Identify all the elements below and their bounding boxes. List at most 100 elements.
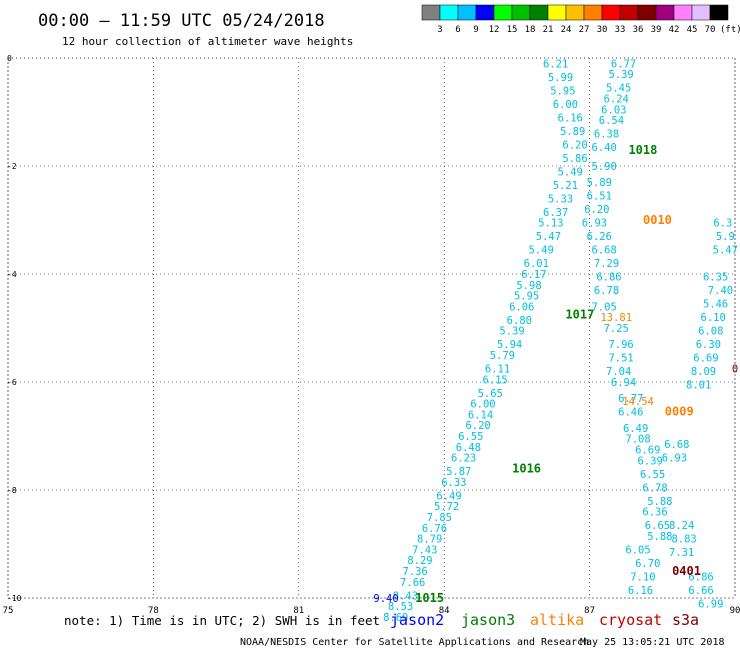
data-label: 0 [732, 364, 738, 376]
x-tick-label: 75 [3, 606, 14, 616]
data-label: 5.88 [647, 496, 672, 508]
data-label: 8.53 [388, 601, 413, 613]
colorbar-swatch [475, 4, 495, 21]
legend-item: jason3 [461, 611, 515, 629]
data-label: 5.99 [548, 72, 573, 84]
y-tick-label: -8 [7, 486, 17, 495]
data-label: 7.51 [608, 353, 633, 365]
y-tick-label: -4 [7, 270, 17, 279]
legend-item: cryosat [599, 611, 662, 629]
data-label: 6.55 [640, 469, 665, 481]
data-label: 6.26 [587, 231, 612, 243]
data-label: 7.29 [594, 258, 619, 270]
data-label: 6.68 [591, 245, 616, 257]
colorbar-swatch [691, 4, 711, 21]
data-label: 1018 [628, 143, 657, 157]
colorbar-label: 15 [507, 25, 518, 35]
colorbar-label: 36 [633, 25, 644, 35]
data-label: 5.49 [528, 245, 553, 257]
data-label: 6.99 [698, 598, 723, 610]
x-tick-label: 90 [730, 606, 740, 616]
colorbar-label: 27 [579, 25, 590, 35]
data-label: 5.88 [647, 531, 672, 543]
data-label: 6.06 [509, 301, 534, 313]
data-label: 6.15 [482, 374, 507, 386]
data-label: 6.68 [664, 439, 689, 451]
data-label: 6.17 [521, 269, 546, 281]
data-label: 6.20 [562, 139, 587, 151]
data-label: 5.95 [550, 85, 575, 97]
data-label: 7.66 [400, 577, 425, 589]
plot-grid [7, 57, 736, 599]
data-label: 6.80 [507, 315, 532, 327]
colorbar-swatch [457, 4, 477, 21]
colorbar-label: 24 [561, 25, 572, 35]
colorbar-swatch [439, 4, 459, 21]
data-label: 0401 [672, 564, 701, 578]
data-label: 0010 [643, 213, 672, 227]
data-label: 6.40 [591, 142, 616, 154]
data-label: 6.65 [645, 520, 670, 532]
data-label: 6.37 [543, 207, 568, 219]
data-label: 6.69 [693, 353, 718, 365]
data-label: 7.05 [591, 301, 616, 313]
colorbar-label: 70 [705, 25, 716, 35]
colorbar-swatch [709, 4, 729, 21]
plot-frame [7, 57, 736, 599]
data-label: 6.3 [713, 218, 732, 230]
data-label: 6.46 [618, 407, 643, 419]
colorbar-swatch [619, 4, 639, 21]
data-label: 6.14 [468, 409, 493, 421]
data-label: 7.25 [604, 323, 629, 335]
colorbar-swatch [421, 4, 441, 21]
data-label: 5.49 [558, 166, 583, 178]
data-label: 6.11 [485, 364, 510, 376]
data-label: 6.93 [662, 453, 687, 465]
data-label: 7.96 [608, 339, 633, 351]
data-label: 6.39 [638, 455, 663, 467]
colorbar-swatch [601, 4, 621, 21]
colorbar-label: 3 [437, 25, 442, 35]
y-tick-label: -2 [7, 162, 17, 171]
data-label: 5.98 [516, 280, 541, 292]
data-label: 8.01 [686, 380, 711, 392]
data-label: 5.65 [478, 388, 503, 400]
data-label: 5.94 [497, 339, 522, 351]
data-label: 8.09 [691, 366, 716, 378]
data-label: 9.40 [373, 593, 398, 605]
data-label: 6.86 [596, 272, 621, 284]
data-label: 6.30 [696, 339, 721, 351]
data-label: 6.36 [642, 507, 667, 519]
data-label: 6.86 [688, 571, 713, 583]
data-label: 6.94 [611, 377, 636, 389]
data-label: 6.78 [642, 482, 667, 494]
colorbar-swatch [529, 4, 549, 21]
data-label: 5.47 [713, 245, 738, 257]
data-label: 6.00 [553, 99, 578, 111]
footer-credit: NOAA/NESDIS Center for Satellite Applica… [240, 637, 589, 648]
data-label: 6.77 [618, 393, 643, 405]
data-label: 6.16 [558, 112, 583, 124]
data-label: 5.87 [446, 466, 471, 478]
colorbar-label: 21 [543, 25, 554, 35]
data-label: 0009 [665, 405, 694, 419]
data-label: 6.49 [623, 423, 648, 435]
data-label: 6.48 [456, 442, 481, 454]
data-label: 5.72 [434, 501, 459, 513]
data-label: 7.04 [606, 366, 631, 378]
data-label: 6.33 [441, 477, 466, 489]
legend-item: jason2 [390, 611, 444, 629]
colorbar-unit: (ft) [720, 25, 740, 35]
y-tick-label: -10 [7, 594, 22, 603]
data-label: 6.05 [625, 544, 650, 556]
data-label: 8.29 [407, 555, 432, 567]
data-label: 6.20 [465, 420, 490, 432]
data-label: 5.79 [490, 350, 515, 362]
data-label: 6.77 [611, 58, 636, 70]
data-label: 7.10 [630, 571, 655, 583]
data-label: 5.45 [606, 83, 631, 95]
data-label: 6.78 [594, 285, 619, 297]
data-label: 6.55 [458, 431, 483, 443]
y-tick-label: -6 [7, 378, 17, 387]
y-tick-label: 0 [7, 54, 12, 63]
